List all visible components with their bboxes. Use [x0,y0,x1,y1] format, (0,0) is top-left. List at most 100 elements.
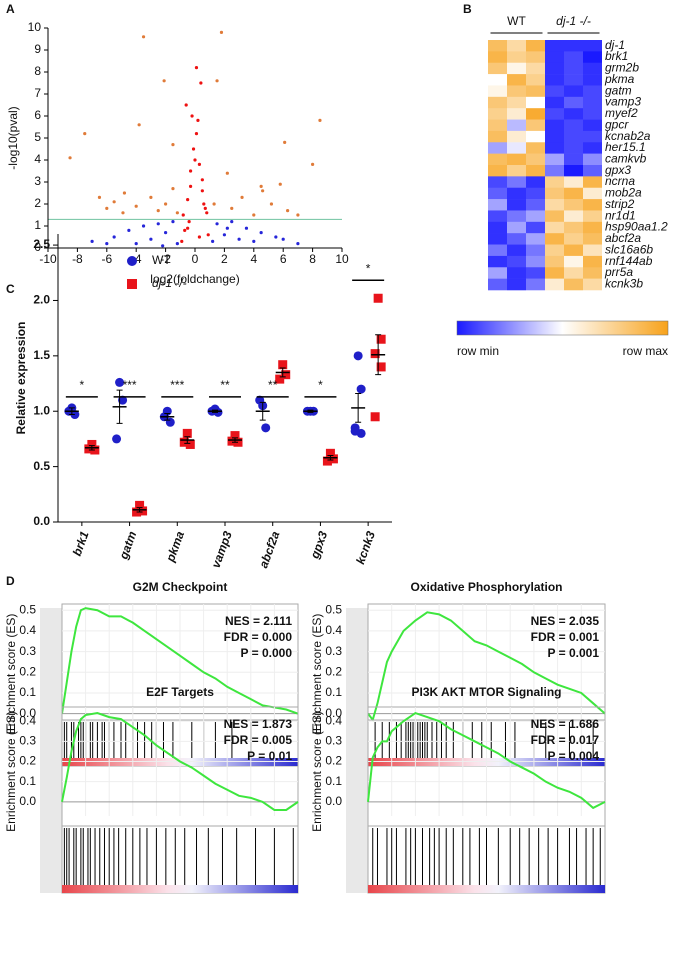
y-tick-label: 2 [34,196,41,210]
row-label: dj-1 [605,38,625,52]
point [318,118,322,122]
heat-cell [545,96,564,109]
heat-cell [564,221,583,234]
point [252,239,256,243]
point [370,349,380,359]
point [261,423,271,433]
heat-cell [583,40,602,52]
point [206,233,210,237]
stat-label: P = 0.004 [548,749,600,763]
error-bar [307,409,314,413]
heat-cell [526,210,545,223]
heat-cell [526,233,545,245]
heat-cell [507,187,526,200]
x-tick-label: pkma [163,529,187,564]
stat-label: FDR = 0.001 [531,630,600,644]
point [162,79,166,83]
point [156,222,160,226]
heat-cell [545,165,564,177]
point [141,224,146,228]
panel-label: D [6,574,15,588]
point [230,431,240,441]
heat-cell [507,165,526,177]
stat-label: FDR = 0.017 [531,733,600,747]
point [350,426,360,436]
point [149,195,153,199]
point [149,237,153,241]
heat-cell [526,130,545,143]
point [191,147,196,151]
point [259,184,263,188]
heat-cell [507,74,526,86]
point [281,370,291,380]
heat-cell [488,96,507,109]
y-tick-label: 0.3 [19,644,36,658]
heat-cell [488,51,507,64]
heat-cell [488,62,507,75]
row-label: grm2b [605,61,639,75]
heat-cell [564,255,583,268]
heat-cell [583,233,602,245]
y-tick-label: 0.5 [19,602,36,616]
heat-cell [545,108,564,120]
point [171,187,175,191]
heat-cell [564,210,583,223]
heat-cell [583,142,602,154]
y-tick-label: 0.2 [19,754,36,768]
point [244,226,249,230]
heat-cell [488,221,507,234]
y-tick-label: 0 [34,240,41,254]
heat-cell [526,267,545,279]
row-label: brk1 [605,49,628,63]
x-tick-label: 2 [221,252,228,266]
point [240,195,244,199]
point [138,506,148,516]
chart-title: E2F Targets [146,685,214,699]
error-bar [116,389,123,424]
stat-label: P = 0.000 [241,646,293,660]
point [212,202,216,206]
heat-cell [488,244,507,257]
heat-cell [488,187,507,200]
point [205,211,209,215]
y-tick-label: 0.1 [19,774,36,788]
heat-cell [583,187,602,200]
y-tick-label: 0.0 [19,706,36,720]
y-tick-label: 0.4 [325,713,342,727]
heat-cell [488,176,507,189]
heat-cell [526,85,545,98]
heat-cell [545,74,564,86]
heat-cell [507,255,526,268]
significance-label: * [80,378,85,392]
scale-label: row min [457,344,499,358]
point [237,237,241,241]
heat-cell [564,233,583,245]
heat-cell [545,187,564,200]
point [115,377,125,387]
heat-cell [564,278,583,291]
point [161,244,165,248]
point [188,184,193,188]
heat-cell [564,176,583,189]
x-tick-label: kcnk3 [353,529,378,566]
heat-cell [488,278,507,291]
y-tick-label: 1.5 [33,348,50,362]
point [127,228,131,232]
point [274,235,278,239]
es-curve [367,711,606,810]
heat-cell [526,40,545,52]
y-tick-label: 0.2 [325,664,342,678]
heat-cell [545,244,564,257]
heat-cell [545,221,564,234]
heat-cell [507,176,526,189]
point [171,143,175,147]
rank-bar [368,885,605,893]
point [278,360,288,370]
heat-cell [564,40,583,52]
point [122,191,127,195]
point [259,231,263,235]
heat-cell [488,255,507,268]
heat-cell [488,108,507,120]
legend-label: dj-1 -/- [152,276,187,290]
point [135,500,145,510]
